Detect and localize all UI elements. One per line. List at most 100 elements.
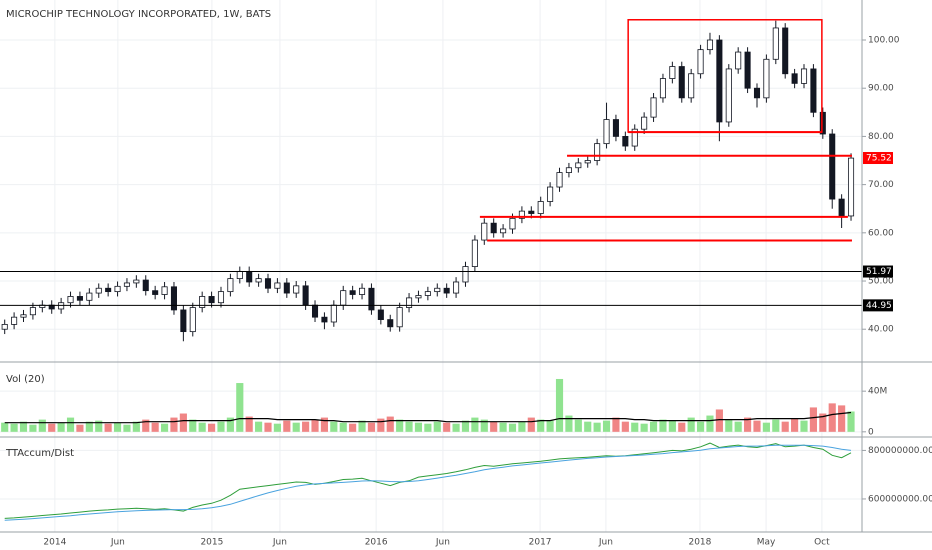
- candle-body: [800, 68, 808, 84]
- x-tick-label: 2017: [529, 538, 552, 548]
- candle-body: [424, 291, 431, 296]
- volume-bar: [245, 416, 253, 432]
- candle-body: [772, 27, 779, 60]
- candle-body: [434, 287, 441, 293]
- candle-body: [509, 217, 516, 230]
- y-tick-label: 40.00: [868, 325, 894, 335]
- volume-bar: [584, 421, 592, 432]
- candle-body: [368, 287, 375, 311]
- volume-bar: [809, 407, 817, 432]
- candle-body: [330, 304, 337, 323]
- volume-bar: [480, 419, 488, 432]
- volume-bar: [527, 417, 535, 432]
- volume-bar: [208, 423, 216, 432]
- candle-body: [255, 278, 262, 283]
- y-tick-label: 70.00: [868, 180, 894, 190]
- volume-bar: [132, 421, 140, 432]
- candle-body: [518, 210, 525, 219]
- candle-body: [105, 287, 112, 293]
- volume-bar: [113, 422, 122, 432]
- volume-bar: [631, 422, 639, 432]
- volume-bar: [452, 423, 460, 432]
- candle-body: [481, 222, 488, 241]
- volume-bar: [104, 423, 112, 432]
- volume-bar: [367, 422, 376, 432]
- candle-body: [1, 324, 8, 330]
- volume-bar: [725, 419, 733, 432]
- candle-body: [528, 210, 535, 214]
- x-tick-label: Oct: [814, 538, 830, 548]
- x-tick-label: 2018: [688, 538, 711, 548]
- volume-bar: [302, 421, 310, 432]
- volume-bar: [471, 417, 479, 432]
- annotation-box: [627, 19, 823, 133]
- volume-bar: [142, 419, 150, 432]
- volume-bar: [546, 420, 554, 432]
- y-tick-label: 80.00: [868, 132, 894, 142]
- volume-bar: [762, 422, 770, 432]
- candle-body: [340, 290, 347, 306]
- level-label-box: [863, 299, 893, 312]
- candle-body: [264, 278, 272, 289]
- candle-body: [725, 68, 732, 123]
- y-tick-label: 100.00: [868, 36, 900, 46]
- candle-body: [95, 287, 102, 294]
- candle-body: [594, 143, 601, 161]
- volume-bar: [461, 420, 470, 432]
- volume-bar: [339, 422, 347, 432]
- volume-bar: [217, 421, 225, 432]
- candle-body: [180, 309, 187, 333]
- volume-bar: [443, 422, 451, 432]
- volume-bar: [612, 417, 620, 432]
- candle-body: [359, 287, 366, 295]
- volume-bar: [160, 423, 169, 432]
- level-label-box: [863, 265, 893, 278]
- volume-bar: [95, 420, 103, 432]
- volume-bar: [283, 420, 291, 432]
- candle-body: [791, 73, 798, 84]
- candle-body: [706, 39, 714, 51]
- candle-body: [641, 116, 648, 130]
- volume-bar: [819, 413, 827, 432]
- candle-body: [161, 286, 168, 295]
- volume-bar: [668, 420, 676, 432]
- volume-bar: [10, 423, 18, 432]
- candle-body: [302, 285, 309, 306]
- volume-bar: [179, 413, 187, 432]
- candle-body: [387, 319, 394, 328]
- candle-body: [763, 58, 770, 99]
- volume-bar: [659, 419, 667, 432]
- candle-body: [170, 286, 178, 311]
- candle-body: [293, 285, 300, 294]
- candle-body: [208, 296, 215, 304]
- volume-bar: [715, 409, 723, 432]
- volume-bar: [123, 424, 131, 432]
- candle-body: [678, 66, 685, 99]
- x-tick-label: Jun: [272, 538, 287, 548]
- candle-body: [735, 51, 742, 70]
- volume-bar: [678, 422, 686, 432]
- volume-bar: [753, 420, 761, 432]
- volume-bar: [772, 419, 780, 432]
- volume-bar: [640, 423, 648, 432]
- volume-bar: [405, 421, 413, 432]
- candle-body: [217, 291, 225, 304]
- volume-bar: [555, 378, 564, 432]
- y-tick-label: 600000000.0000: [868, 494, 932, 504]
- candle-body: [753, 87, 761, 99]
- volume-bar: [358, 420, 366, 432]
- candle-body: [622, 136, 629, 147]
- volume-bar: [38, 419, 46, 432]
- candle-body: [565, 167, 572, 173]
- volume-bar: [29, 424, 37, 432]
- candle-body: [67, 296, 74, 304]
- candle-body: [274, 282, 281, 289]
- volume-bar: [574, 419, 582, 432]
- candle-body: [199, 296, 206, 308]
- y-tick-label: 0: [868, 427, 874, 437]
- volume-bar: [781, 421, 789, 432]
- candle-body: [547, 186, 554, 202]
- volume-bar: [499, 422, 507, 432]
- volume-bar: [320, 417, 328, 432]
- volume-bar: [847, 411, 855, 432]
